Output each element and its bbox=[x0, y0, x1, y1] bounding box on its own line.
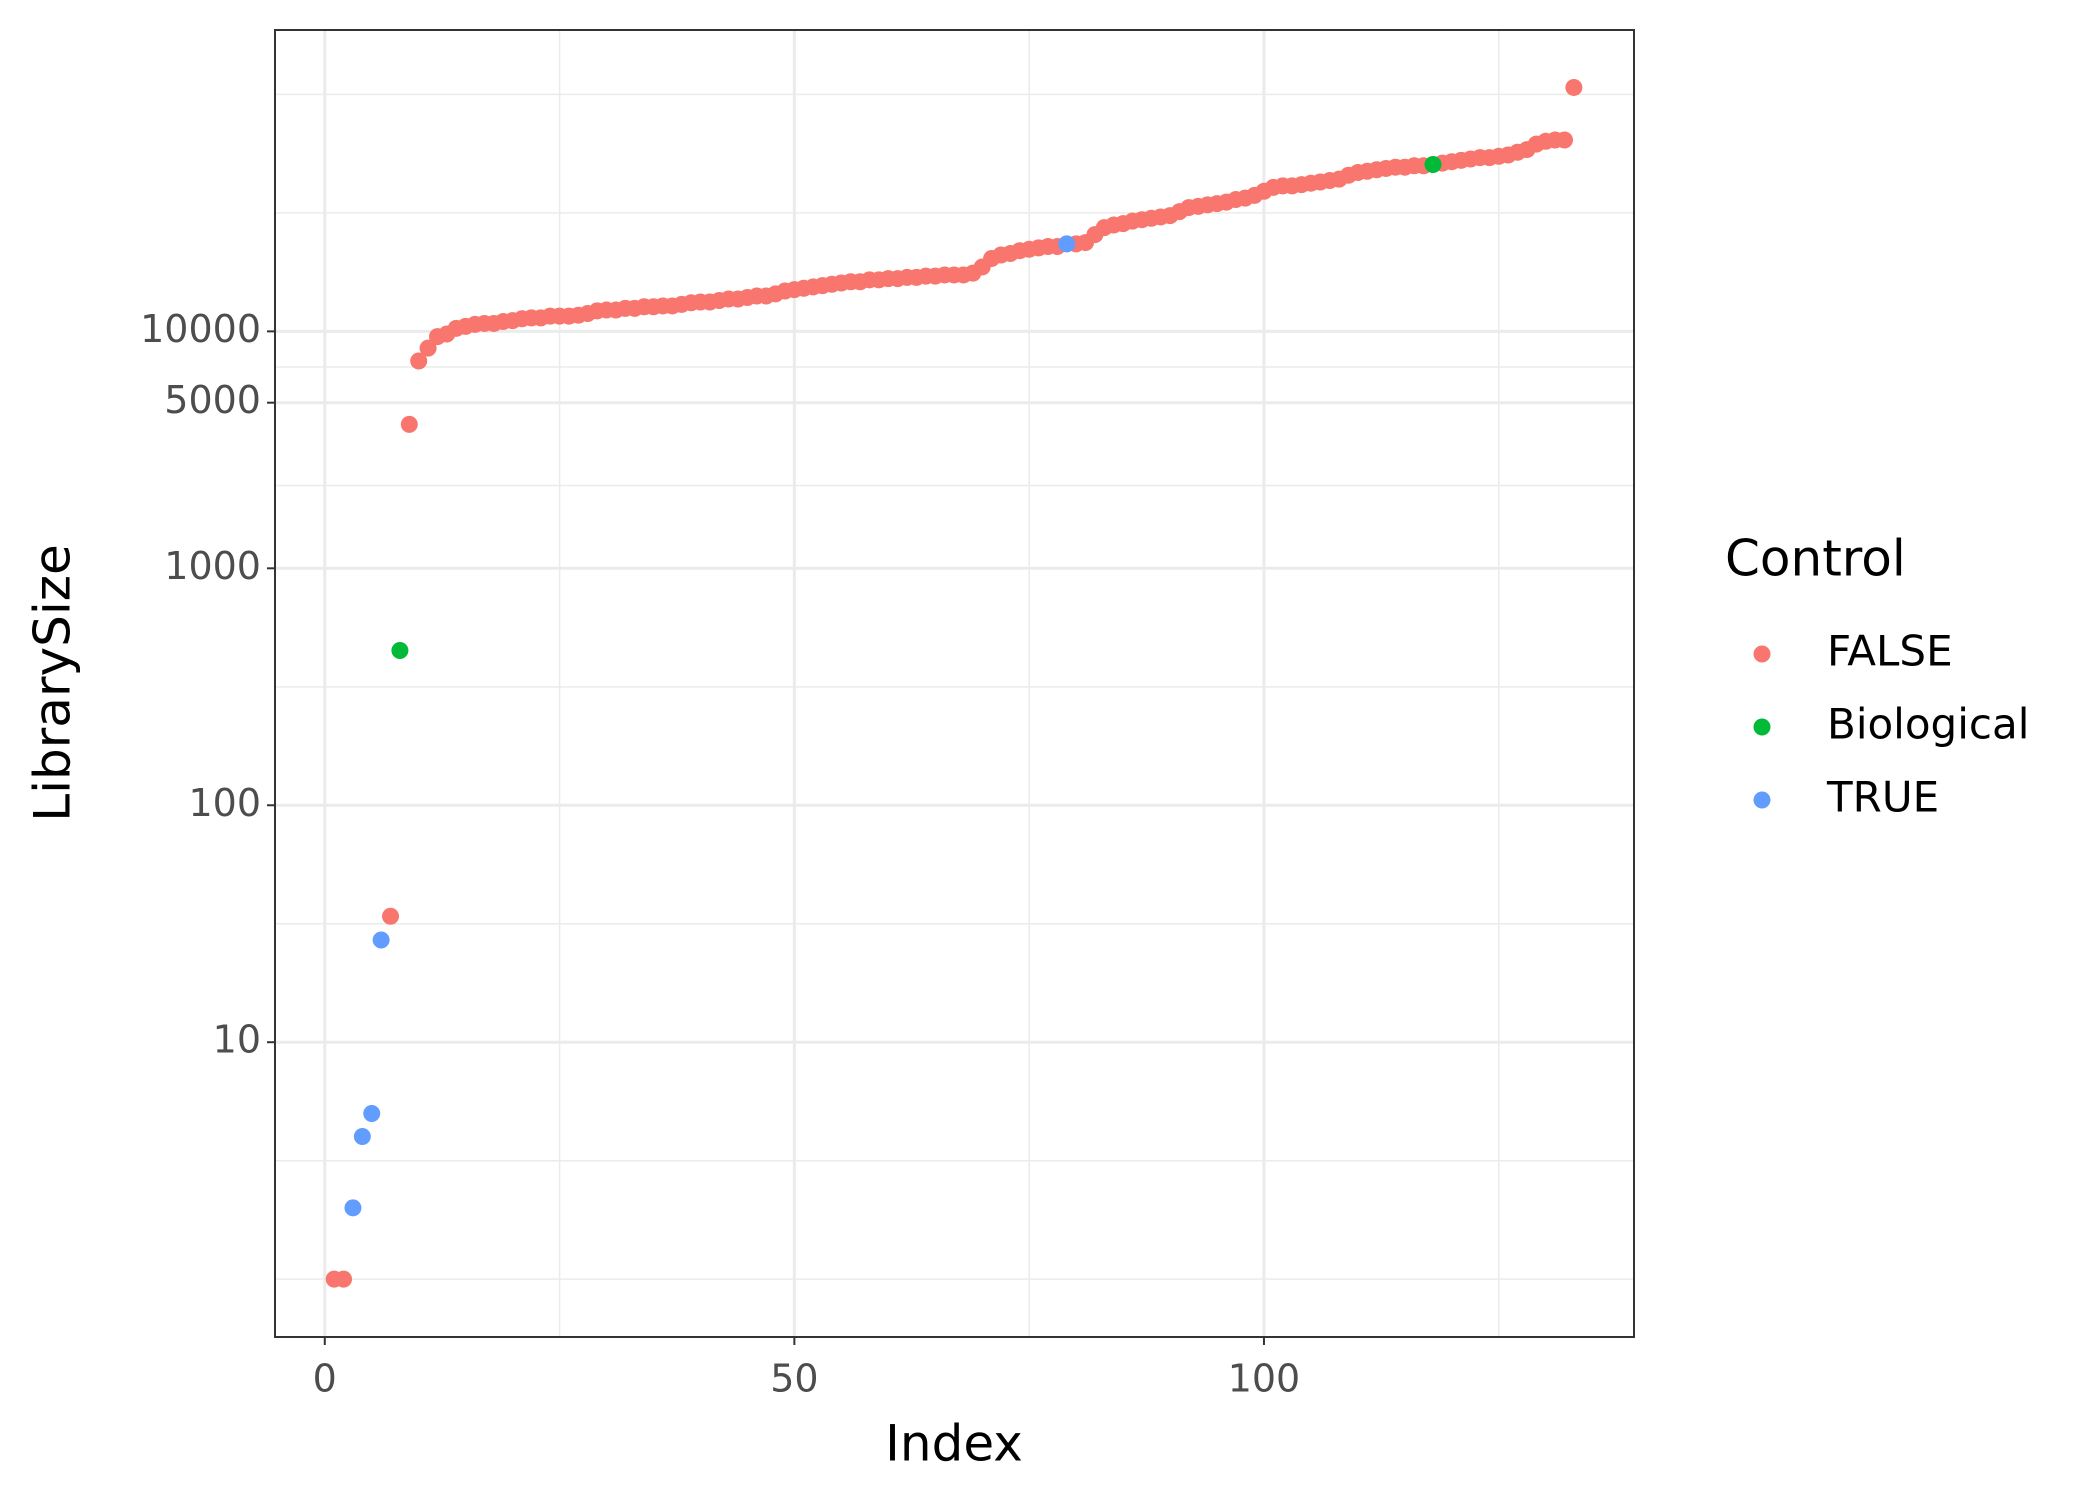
legend-marker bbox=[1753, 645, 1771, 663]
point bbox=[410, 352, 428, 370]
point bbox=[419, 339, 437, 357]
plot-area bbox=[275, 30, 1634, 1337]
x-tick-label: 50 bbox=[770, 1357, 818, 1401]
point bbox=[372, 931, 390, 949]
x-axis-title: Index bbox=[885, 1415, 1023, 1473]
legend-marker bbox=[1753, 791, 1771, 809]
y-tick-label: 1000 bbox=[164, 544, 261, 588]
point bbox=[382, 907, 400, 925]
point bbox=[391, 641, 409, 659]
point bbox=[363, 1105, 381, 1123]
legend-marker bbox=[1753, 718, 1771, 736]
y-axis-title: LibrarySize bbox=[24, 544, 82, 821]
y-tick-label: 5000 bbox=[164, 378, 261, 422]
y-tick-label: 100 bbox=[188, 781, 261, 825]
point bbox=[1058, 235, 1076, 253]
y-tick-label: 10 bbox=[213, 1018, 261, 1062]
legend-title: Control bbox=[1725, 530, 1906, 588]
panel-border bbox=[274, 29, 1635, 1338]
point bbox=[400, 415, 418, 433]
x-tick-label: 0 bbox=[313, 1357, 337, 1401]
point bbox=[344, 1199, 362, 1217]
legend-label: Biological bbox=[1827, 700, 2029, 749]
point bbox=[1556, 131, 1574, 149]
x-tick-label: 100 bbox=[1228, 1357, 1301, 1401]
point bbox=[1565, 78, 1583, 96]
legend-label: FALSE bbox=[1827, 627, 1953, 676]
y-tick-label: 10000 bbox=[140, 307, 261, 351]
point bbox=[1424, 156, 1442, 174]
point bbox=[335, 1270, 353, 1288]
legend-label: TRUE bbox=[1826, 773, 1939, 822]
point bbox=[353, 1127, 371, 1145]
